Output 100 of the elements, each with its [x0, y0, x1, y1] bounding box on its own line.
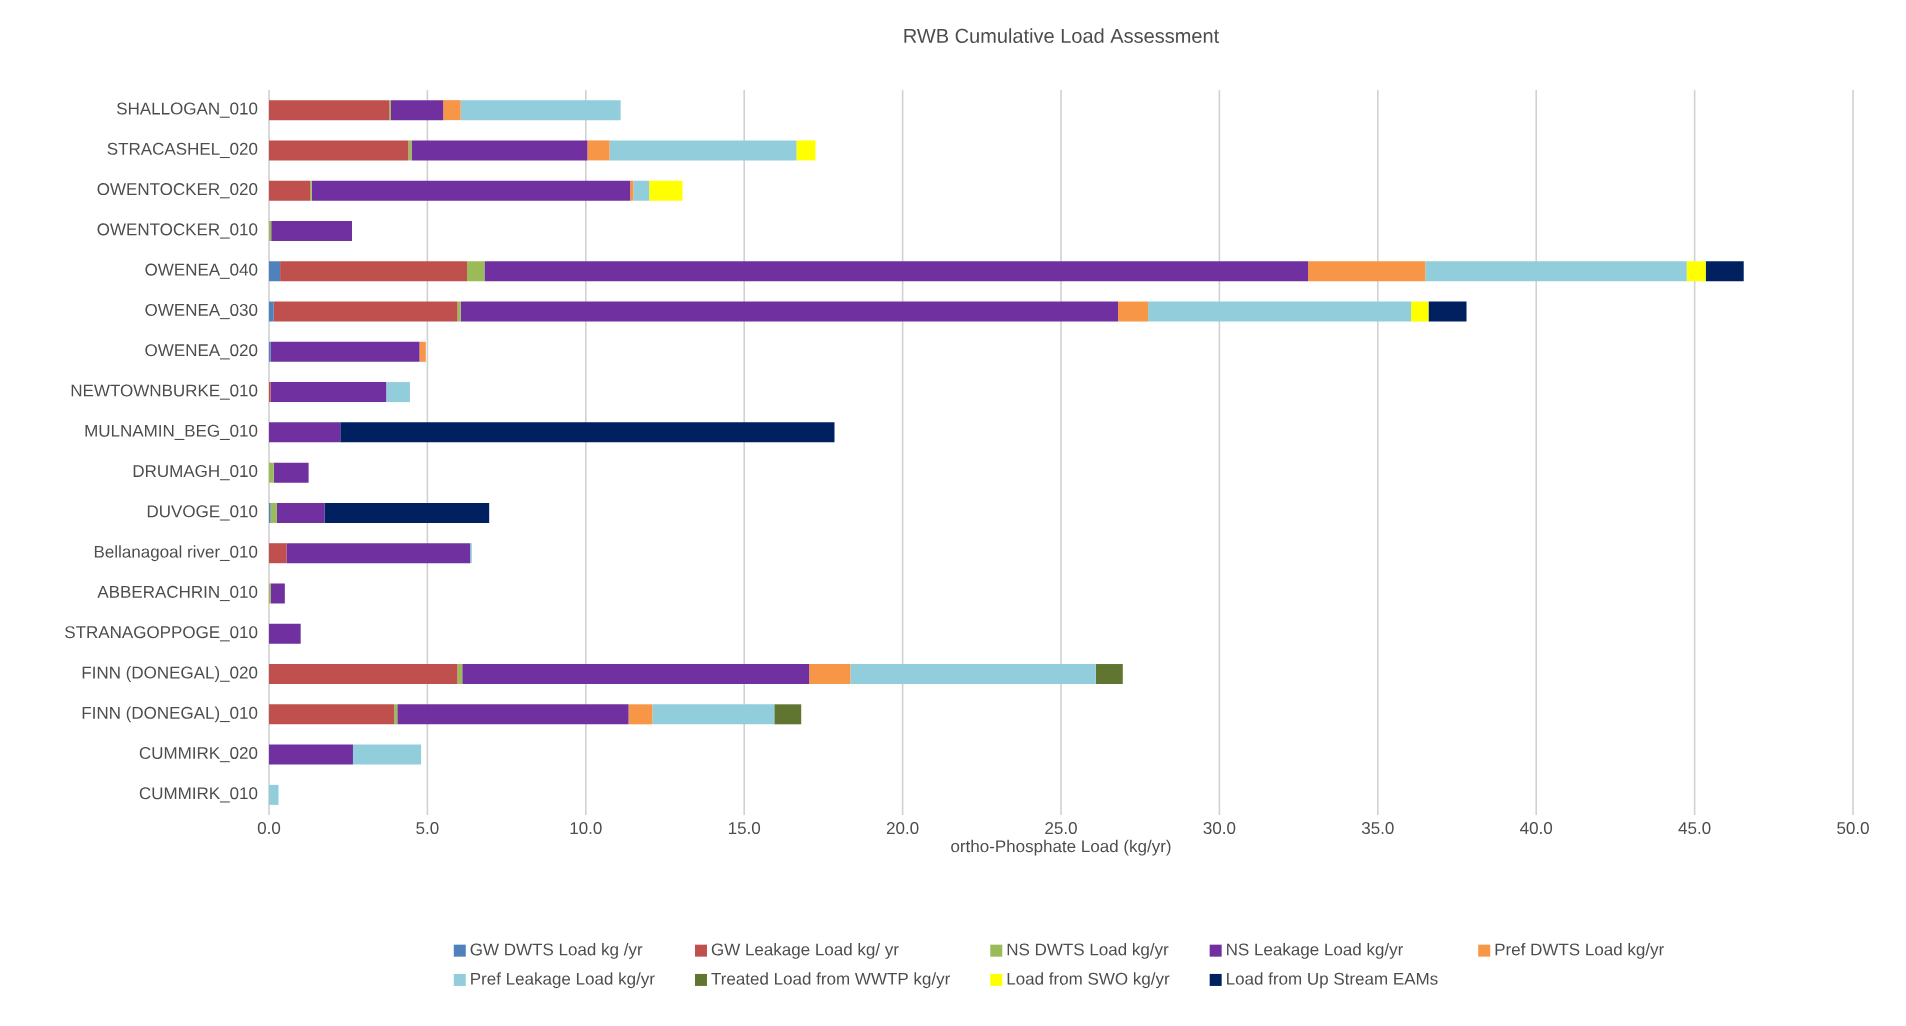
bar — [269, 462, 274, 483]
x-tick-label: 30.0 — [1203, 822, 1236, 835]
bar — [276, 502, 325, 523]
legend-label: NS Leakage Load kg/yr — [1227, 943, 1403, 959]
x-tick-label: 40.0 — [1520, 822, 1553, 835]
bar — [271, 220, 352, 241]
legend-label: Pref DWTS Load kg/yr — [1495, 943, 1664, 959]
bar — [628, 704, 653, 725]
bar — [457, 301, 461, 322]
bar — [311, 180, 631, 201]
legend-label: GW Leakage Load kg/ yr — [711, 943, 899, 959]
bar — [269, 664, 458, 685]
x-tick-label: 5.0 — [416, 822, 439, 835]
bar — [286, 543, 471, 564]
bar — [269, 422, 341, 443]
bar — [269, 220, 272, 241]
y-tick-label: SHALLOGAN_010 — [117, 102, 258, 118]
legend-label: GW DWTS Load kg /yr — [470, 943, 643, 959]
bar — [419, 341, 426, 362]
bar — [1705, 261, 1744, 282]
y-tick-label: DUVOGE_010 — [147, 505, 258, 521]
bar — [652, 704, 775, 725]
bar — [269, 543, 287, 564]
bar — [408, 140, 412, 161]
legend-label: NS DWTS Load kg/yr — [1007, 943, 1169, 959]
bar — [462, 664, 810, 685]
y-tick-label: FINN (DONEGAL)_020 — [82, 666, 258, 682]
bar — [270, 502, 277, 523]
bar — [390, 100, 444, 121]
x-tick-label: 15.0 — [728, 822, 761, 835]
y-tick-label: Bellanagoal river_010 — [94, 545, 258, 562]
y-tick-label: MULNAMIN_BEG_010 — [85, 424, 258, 440]
bar — [774, 704, 802, 725]
bar — [796, 140, 816, 161]
legend-label: Treated Load from WWTP kg/yr — [711, 972, 950, 989]
y-tick-label: FINN (DONEGAL)_010 — [82, 706, 258, 723]
legend-label: Load from Up Stream EAMs — [1227, 972, 1438, 989]
bar — [269, 784, 279, 805]
bar — [280, 261, 467, 282]
bar — [270, 382, 387, 403]
bar — [269, 261, 281, 282]
bar — [394, 704, 398, 725]
bar — [270, 583, 285, 604]
bar — [411, 140, 588, 161]
bar — [352, 744, 422, 765]
bar — [649, 180, 683, 201]
y-tick-label: STRANAGOPPOGE_010 — [65, 626, 258, 642]
y-tick-label: STRACASHEL_020 — [107, 142, 258, 159]
bar — [484, 261, 1309, 282]
bar — [269, 744, 353, 765]
x-tick-label: 10.0 — [570, 822, 602, 835]
bar — [386, 382, 410, 403]
y-tick-label: OWENEA_030 — [145, 303, 258, 320]
bar — [587, 140, 610, 161]
bar — [269, 140, 409, 161]
x-tick-label: 0.0 — [257, 822, 281, 835]
legend-label: Load from SWO kg/yr — [1007, 972, 1170, 989]
y-tick-label: NEWTOWNBURKE_010 — [71, 384, 258, 400]
x-tick-label: 20.0 — [886, 822, 919, 835]
bar — [443, 100, 461, 121]
x-tick-label: 45.0 — [1678, 822, 1711, 835]
bar — [340, 422, 835, 443]
y-tick-label: OWENTOCKER_020 — [97, 183, 258, 199]
bar — [269, 100, 390, 121]
bar — [270, 341, 420, 362]
bar — [269, 623, 301, 644]
bar — [1411, 301, 1429, 322]
y-tick-label: OWENTOCKER_010 — [97, 223, 258, 239]
x-tick-label: 25.0 — [1045, 822, 1077, 835]
y-tick-label: CUMMIRK_010 — [139, 787, 258, 803]
bar — [273, 301, 458, 322]
x-tick-label: 35.0 — [1361, 822, 1394, 835]
bar — [269, 704, 395, 725]
x-axis-title: ortho-Phosphate Load (kg/yr) — [951, 839, 1171, 856]
chart-title: RWB Cumulative Load Assessment — [904, 28, 1220, 43]
y-tick-label: OWENEA_020 — [145, 344, 258, 360]
bar — [609, 140, 797, 161]
y-tick-label: DRUMAGH_010 — [133, 465, 258, 481]
y-tick-label: OWENEA_040 — [145, 263, 258, 279]
legend-label: Pref Leakage Load kg/yr — [471, 972, 655, 989]
bar — [1148, 301, 1412, 322]
bar — [397, 704, 629, 725]
bar — [1428, 301, 1467, 322]
bar — [324, 502, 490, 523]
bar — [850, 664, 1096, 685]
bar — [1425, 261, 1687, 282]
bar — [467, 261, 485, 282]
x-tick-label: 50.0 — [1837, 822, 1869, 835]
bar — [630, 180, 634, 201]
bar — [460, 100, 621, 121]
y-tick-label: ABBERACHRIN_010 — [97, 585, 258, 602]
bar — [1686, 261, 1706, 282]
bar — [269, 301, 274, 322]
bar — [809, 664, 851, 685]
bar — [1095, 664, 1123, 685]
bar — [460, 301, 1119, 322]
bar — [633, 180, 650, 201]
y-tick-label: CUMMIRK_020 — [139, 746, 258, 763]
bar — [273, 462, 309, 483]
bar — [1308, 261, 1426, 282]
